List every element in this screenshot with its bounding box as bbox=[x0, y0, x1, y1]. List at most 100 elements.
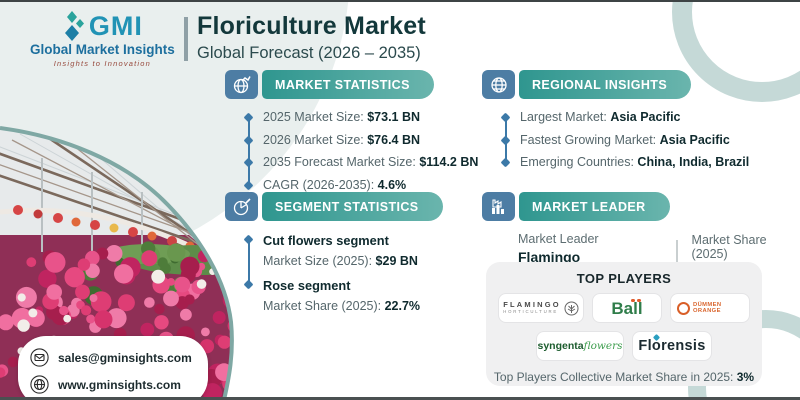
players-footer: Top Players Collective Market Share in 2… bbox=[486, 370, 762, 384]
contact-email[interactable]: sales@gminsights.com bbox=[18, 344, 208, 371]
regional-insights-list: Largest Market: Asia Pacific Fastest Gro… bbox=[500, 110, 750, 169]
market-leader-title: MARKET LEADER bbox=[519, 192, 670, 221]
globe-chart-icon bbox=[225, 70, 258, 99]
header-title-block: Floriculture Market Global Forecast (202… bbox=[184, 12, 426, 63]
region-label: Largest Market: bbox=[520, 110, 611, 124]
stat-label: 2026 Market Size: bbox=[263, 132, 368, 147]
leader-label: Market Leader bbox=[518, 232, 599, 246]
stat-value: 4.6% bbox=[377, 177, 407, 192]
syngenta-flowers-text: flowers bbox=[583, 340, 623, 352]
brand-name: Global Market Insights bbox=[30, 42, 175, 57]
segment-label: Market Share (2025): bbox=[263, 299, 385, 313]
player-logo-syngenta-flowers: syngenta flowers bbox=[536, 331, 624, 361]
brand-tagline: Insights to Innovation bbox=[53, 59, 152, 68]
section-segment-statistics: SEGMENT STATISTICS Cut flowers segment M… bbox=[225, 192, 443, 322]
bullet-icon bbox=[500, 135, 511, 145]
stat-value: $73.1 BN bbox=[367, 110, 421, 124]
email-text: sales@gminsights.com bbox=[58, 350, 192, 365]
vertical-divider bbox=[676, 239, 678, 274]
top-players-title: TOP PLAYERS bbox=[576, 271, 672, 286]
pie-chart-magnifier-icon bbox=[225, 192, 258, 221]
flamingo-logo-text: FLAMINGO bbox=[503, 300, 561, 310]
stat-value: $114.2 BN bbox=[419, 155, 479, 169]
players-row-1: FLAMINGO HORTICULTURE Ball DÜMMEN ORANGE bbox=[486, 293, 762, 323]
region-label: Fastest Growing Market: bbox=[520, 132, 660, 147]
florensis-logo-text: Florensis bbox=[638, 337, 706, 354]
section-regional-insights: REGIONAL INSIGHTS Largest Market: Asia P… bbox=[482, 70, 749, 178]
dummen-ring-icon bbox=[677, 301, 690, 315]
market-statistics-list: 2025 Market Size: $73.1 BN 2026 Market S… bbox=[243, 110, 479, 192]
region-label: Emerging Countries: bbox=[520, 155, 638, 169]
bullet-icon bbox=[500, 157, 511, 168]
share-label: Market Share (2025) bbox=[691, 233, 767, 261]
segment-value: 22.7% bbox=[384, 299, 421, 313]
globe-icon bbox=[482, 70, 515, 99]
stat-label: 2035 Forecast Market Size: bbox=[263, 155, 420, 169]
bullet-icon bbox=[243, 135, 254, 145]
players-row-2: syngenta flowers Florensis bbox=[486, 331, 762, 361]
top-border-line bbox=[0, 0, 800, 2]
bottom-border-line bbox=[0, 397, 800, 400]
bullet-icon bbox=[243, 234, 254, 245]
page-title: Floriculture Market bbox=[197, 12, 426, 40]
footer-value: 3% bbox=[736, 370, 755, 384]
globe-icon bbox=[30, 375, 49, 394]
segment-label: Market Size (2025): bbox=[263, 254, 376, 268]
top-players-box: TOP PLAYERS FLAMINGO HORTICULTURE Ball bbox=[486, 262, 762, 386]
dummen-logo-text: DÜMMEN ORANGE bbox=[693, 302, 722, 314]
ball-logo-text: Ball bbox=[611, 298, 643, 318]
region-value: Asia Pacific bbox=[610, 110, 681, 124]
gmi-logo-icon bbox=[64, 11, 84, 41]
ball-dot-icon bbox=[631, 298, 635, 303]
title-divider bbox=[184, 17, 188, 61]
section-market-statistics: MARKET STATISTICS 2025 Market Size: $73.… bbox=[225, 70, 478, 200]
segment-name: Cut flowers segment bbox=[263, 233, 389, 248]
flamingo-logo-subtext: HORTICULTURE bbox=[503, 309, 559, 315]
footer-label: Top Players Collective Market Share in 2… bbox=[493, 370, 737, 384]
industry-icon bbox=[482, 192, 515, 221]
list-item: Emerging Countries: China, India, Brazil bbox=[500, 155, 750, 169]
page-subtitle: Global Forecast (2026 – 2035) bbox=[197, 44, 421, 62]
list-item: CAGR (2026-2035): 4.6% bbox=[243, 177, 478, 192]
contact-card: sales@gminsights.com www.gminsights.com bbox=[18, 336, 208, 400]
segment-statistics-list: Cut flowers segment Market Size (2025): … bbox=[243, 232, 443, 313]
list-item: Rose segment Market Share (2025): 22.7% bbox=[243, 277, 443, 313]
website-text: www.gminsights.com bbox=[58, 377, 181, 392]
list-item: 2026 Market Size: $76.4 BN bbox=[243, 132, 478, 147]
region-value: Asia Pacific bbox=[659, 132, 730, 147]
contact-website[interactable]: www.gminsights.com bbox=[18, 371, 208, 398]
ball-dot-icon bbox=[637, 298, 641, 303]
bullet-icon bbox=[243, 180, 254, 190]
market-statistics-title: MARKET STATISTICS bbox=[262, 70, 434, 99]
stat-label: CAGR (2026-2035): bbox=[263, 177, 378, 192]
list-item: Largest Market: Asia Pacific bbox=[500, 110, 749, 124]
photo-curve-border bbox=[0, 126, 234, 400]
list-item: Fastest Growing Market: Asia Pacific bbox=[500, 132, 749, 147]
flamingo-tree-icon bbox=[564, 301, 579, 315]
bullet-icon bbox=[500, 112, 511, 123]
segment-name: Rose segment bbox=[263, 278, 351, 293]
bullet-icon bbox=[243, 157, 254, 168]
list-item: Cut flowers segment Market Size (2025): … bbox=[243, 232, 443, 268]
segment-statistics-title: SEGMENT STATISTICS bbox=[262, 192, 443, 221]
stat-value: $76.4 BN bbox=[367, 132, 421, 147]
player-logo-dummen-orange: DÜMMEN ORANGE bbox=[670, 293, 750, 323]
segment-value: $29 BN bbox=[375, 254, 418, 268]
hanging-flowers bbox=[13, 205, 195, 251]
bullet-icon bbox=[243, 112, 254, 123]
player-logo-ball: Ball bbox=[592, 293, 662, 323]
player-logo-flamingo: FLAMINGO HORTICULTURE bbox=[498, 293, 584, 323]
region-value: China, India, Brazil bbox=[637, 155, 750, 169]
regional-insights-title: REGIONAL INSIGHTS bbox=[519, 70, 692, 99]
decor-ring-inner bbox=[694, 0, 800, 80]
player-logo-florensis: Florensis bbox=[632, 331, 712, 361]
bullet-icon bbox=[243, 279, 254, 290]
list-item: 2025 Market Size: $73.1 BN bbox=[243, 110, 478, 124]
email-icon bbox=[30, 348, 49, 367]
brand-logo: GMI Global Market Insights Insights to I… bbox=[30, 10, 175, 69]
syngenta-logo-text: syngenta bbox=[537, 340, 584, 352]
stat-label: 2025 Market Size: bbox=[263, 110, 368, 124]
logo-text: GMI bbox=[88, 10, 143, 41]
list-item: 2035 Forecast Market Size: $114.2 BN bbox=[243, 155, 479, 169]
